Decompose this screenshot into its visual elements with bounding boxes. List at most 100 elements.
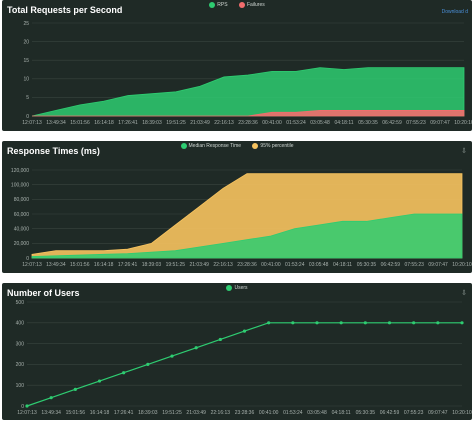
legend-item-rps[interactable]: RPS (209, 2, 228, 8)
x-tick-label: 04:18:11 (332, 410, 351, 416)
data-point (49, 396, 53, 400)
x-tick-label: 16:14:18 (94, 120, 114, 126)
y-tick-label: 200 (16, 362, 25, 368)
legend-label-p95: 95% percentile (260, 143, 294, 149)
y-tick-label: 5 (26, 95, 29, 101)
failures-dot-icon (238, 2, 245, 8)
x-tick-label: 18:39:03 (138, 410, 158, 416)
x-tick-label: 04:18:11 (333, 262, 352, 268)
y-tick-label: 20,000 (14, 241, 30, 247)
x-tick-label: 06:42:59 (382, 120, 402, 126)
y-tick-label: 25 (23, 21, 29, 27)
x-tick-label: 15:01:56 (70, 262, 90, 268)
y-tick-label: 100 (16, 383, 25, 389)
data-point (73, 387, 77, 391)
x-tick-label: 07:55:23 (404, 410, 424, 416)
y-tick-label: 500 (16, 300, 25, 306)
users-dot-icon (226, 285, 233, 291)
users-svg: 0 100 200 300 400 500 12:07:13 13:49:34 15:01:56… (16, 300, 472, 416)
download-link[interactable]: Download d (441, 9, 468, 15)
data-point (315, 321, 319, 325)
x-tick-label: 06:42:59 (381, 262, 401, 268)
data-point (146, 362, 150, 366)
x-tick-label: 21:03:49 (186, 410, 206, 416)
x-tick-label: 22:16:13 (213, 262, 233, 268)
data-point (97, 379, 102, 383)
y-tick-label: 60,000 (14, 212, 30, 218)
y-tick-label: 15 (23, 58, 29, 64)
failures-area (32, 110, 465, 117)
x-tick-label: 07:55:23 (404, 262, 424, 268)
data-point (170, 354, 174, 358)
x-tick-label: 10:20:10 (452, 410, 472, 416)
download-icon[interactable]: ⇩ (461, 290, 467, 297)
x-tick-label: 12:07:13 (17, 410, 37, 416)
x-tick-label: 09:07:47 (430, 120, 450, 126)
users-panel: 0 100 200 300 400 500 12:07:13 13:49:34 15:01:56… (2, 283, 472, 420)
y-tick-label: 80,000 (14, 197, 30, 203)
x-tick-label: 22:16:13 (211, 410, 231, 416)
rps-dot-icon (209, 2, 216, 8)
rps-chart-svg: 0 5 10 15 20 25 12:07:13 13:49:34 15:01:56 16:14:… (22, 21, 472, 126)
x-tick-label: 03:05:48 (307, 410, 327, 416)
x-tick-label: 01:53:24 (285, 262, 305, 268)
x-tick-label: 15:01:56 (66, 410, 86, 416)
x-tick-label: 00:41:00 (259, 410, 279, 416)
x-tick-label: 19:51:25 (166, 120, 186, 126)
data-point (412, 321, 416, 325)
x-tick-label: 10:20:10 (452, 262, 472, 268)
x-tick-label: 22:16:13 (214, 120, 234, 126)
x-tick-label: 07:55:23 (406, 120, 426, 126)
x-tick-label: 17:26:41 (118, 262, 138, 268)
y-tick-label: 100,000 (11, 182, 29, 188)
x-tick-label: 09:07:47 (428, 410, 448, 416)
x-tick-label: 12:07:13 (22, 120, 42, 126)
y-tick-label: 0 (26, 256, 29, 262)
download-icon[interactable]: ⇩ (461, 148, 467, 155)
y-tick-label: 20 (23, 39, 29, 45)
rps-legend: RPS Failures (2, 2, 472, 8)
data-point (218, 337, 222, 342)
x-tick-label: 00:41:00 (261, 262, 281, 268)
x-tick-label: 23:28:36 (235, 410, 255, 416)
x-tick-label: 09:07:47 (428, 262, 448, 268)
x-tick-label: 17:26:41 (118, 120, 138, 126)
y-tick-label: 300 (16, 341, 25, 347)
y-tick-label: 10 (23, 77, 29, 83)
y-tick-label: 400 (16, 321, 25, 327)
x-tick-label: 03:05:48 (310, 120, 330, 126)
x-tick-label: 04:18:11 (334, 120, 353, 126)
legend-item-p95[interactable]: 95% percentile (252, 143, 294, 149)
data-point (387, 321, 392, 325)
x-tick-label: 13:49:34 (41, 410, 61, 416)
response-times-svg: 0 20,000 40,000 60,000 80,000 100,000 120,000 1… (11, 168, 472, 268)
x-tick-label: 01:53:24 (283, 410, 303, 416)
x-tick-label: 16:14:18 (94, 262, 114, 268)
x-tick-label: 15:01:56 (70, 120, 90, 126)
data-point (339, 321, 343, 325)
x-tick-label: 13:49:34 (46, 120, 66, 126)
data-point (291, 321, 295, 325)
data-point (363, 321, 367, 325)
data-point (267, 321, 271, 325)
x-tick-label: 05:30:35 (356, 410, 376, 416)
x-tick-label: 21:03:49 (190, 120, 210, 126)
x-tick-label: 19:51:25 (166, 262, 186, 268)
x-tick-label: 16:14:18 (90, 410, 110, 416)
x-tick-label: 18:39:03 (142, 120, 162, 126)
data-point (242, 329, 247, 333)
legend-item-failures[interactable]: Failures (238, 2, 265, 8)
legend-label-failures: Failures (246, 2, 265, 8)
x-tick-label: 17:26:41 (114, 410, 134, 416)
users-title: Number of Users (7, 288, 80, 298)
x-tick-label: 23:28:36 (237, 262, 257, 268)
legend-item-median[interactable]: Median Response Time (180, 143, 241, 149)
x-tick-label: 03:05:48 (309, 262, 329, 268)
y-tick-label: 0 (21, 404, 24, 410)
x-tick-label: 23:28:36 (238, 120, 258, 126)
legend-item-users[interactable]: Users (226, 285, 248, 291)
median-dot-icon (180, 143, 187, 149)
rps-area (31, 67, 465, 117)
y-tick-label: 120,000 (11, 168, 29, 174)
response-times-panel: 0 20,000 40,000 60,000 80,000 100,000 120,000 1… (2, 141, 472, 273)
